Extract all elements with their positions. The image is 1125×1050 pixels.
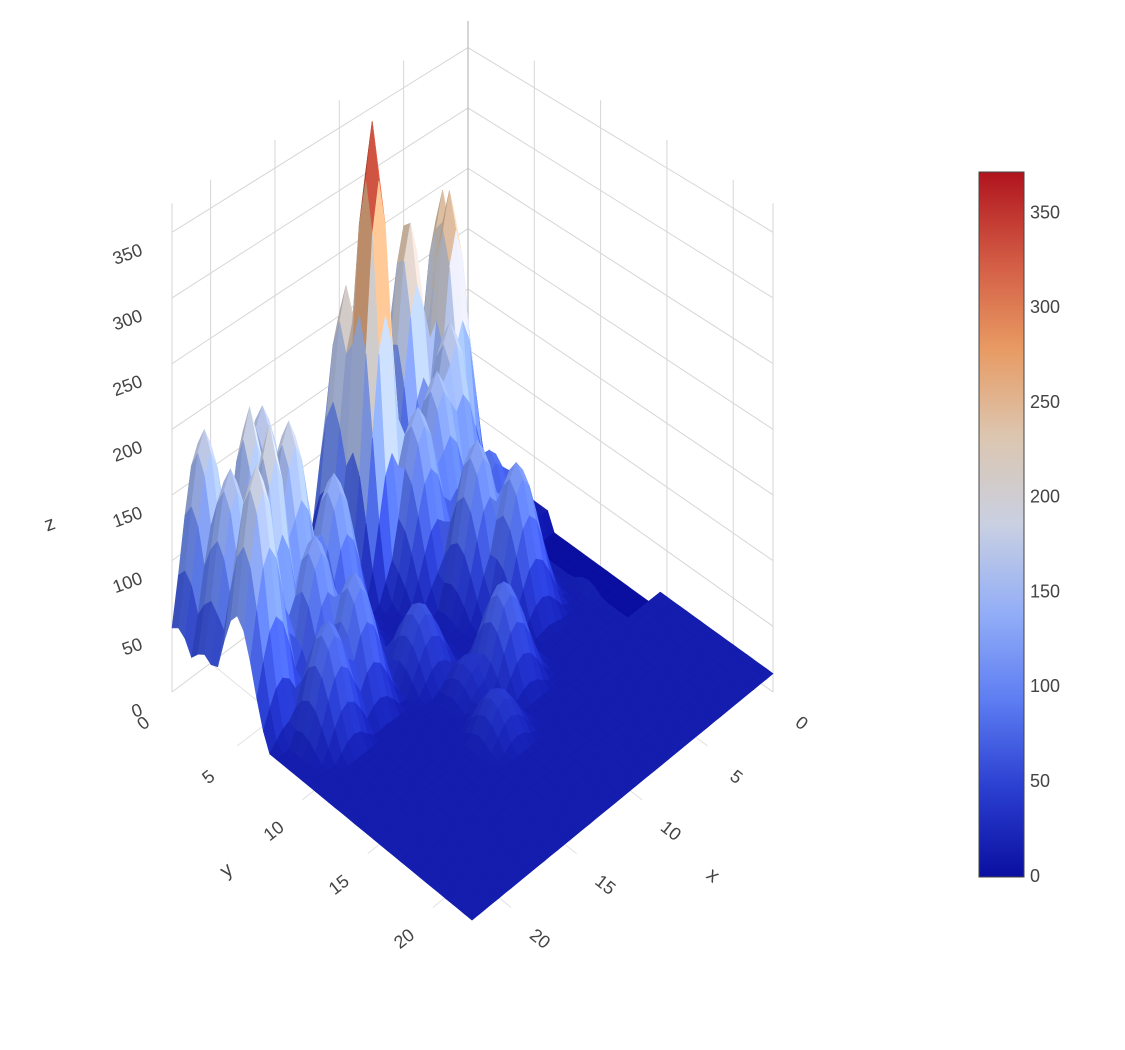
colorbar-tick-label: 250 xyxy=(1030,392,1060,412)
colorbar-gradient xyxy=(978,171,1025,878)
z-tick-label: 150 xyxy=(110,502,145,531)
y-tick-label: 15 xyxy=(325,871,353,899)
surface-facet xyxy=(465,909,479,921)
grid-line-left-wall-z xyxy=(171,47,469,233)
colorbar: 0 50 100 150 200 250 300 350 xyxy=(978,171,1060,886)
surface-mesh[interactable] xyxy=(171,121,774,921)
z-tick-label: 50 xyxy=(119,634,145,660)
y-tick-label: 5 xyxy=(198,766,218,788)
y-tick-label: 0 xyxy=(133,712,153,734)
grid-line-right-wall-z xyxy=(467,348,774,562)
grid-line-left-wall-z xyxy=(171,107,469,299)
z-axis-title: z xyxy=(41,512,58,536)
y-tick-label: 20 xyxy=(390,925,418,953)
z-tick-label: 100 xyxy=(110,568,145,597)
colorbar-tick-label: 100 xyxy=(1030,676,1060,696)
grid-line-right-wall-z xyxy=(467,167,774,365)
colorbar-tick-label: 350 xyxy=(1030,202,1060,222)
z-tick-label: 350 xyxy=(110,240,145,269)
colorbar-tick-label: 300 xyxy=(1030,297,1060,317)
x-tick-label: 0 xyxy=(792,712,812,734)
y-tick-label: 10 xyxy=(260,817,288,845)
grid-line-right-wall-z xyxy=(467,47,774,233)
x-axis-title: x xyxy=(702,864,723,887)
z-tick-label: 200 xyxy=(110,437,145,466)
grid-line-left-wall-z xyxy=(171,228,469,430)
grid-line-right-wall-z xyxy=(467,409,774,627)
grid-line-right-wall-z xyxy=(467,228,774,430)
grid-line-right-wall-z xyxy=(467,107,774,299)
y-axis-title: y xyxy=(216,859,237,882)
x-tick-label: 15 xyxy=(591,871,619,899)
colorbar-tick-label: 150 xyxy=(1030,581,1060,601)
z-tick-label: 300 xyxy=(110,305,145,334)
colorbar-tick-label: 200 xyxy=(1030,487,1060,507)
x-tick-label: 20 xyxy=(526,925,554,953)
z-tick-label: 250 xyxy=(110,371,145,400)
x-tick-label: 10 xyxy=(657,817,685,845)
colorbar-tick-label: 50 xyxy=(1030,771,1050,791)
x-tick-label: 5 xyxy=(726,766,746,788)
grid-line-right-wall-z xyxy=(467,288,774,496)
grid-line-left-wall-z xyxy=(171,167,469,365)
colorbar-tick-label: 0 xyxy=(1030,866,1040,886)
